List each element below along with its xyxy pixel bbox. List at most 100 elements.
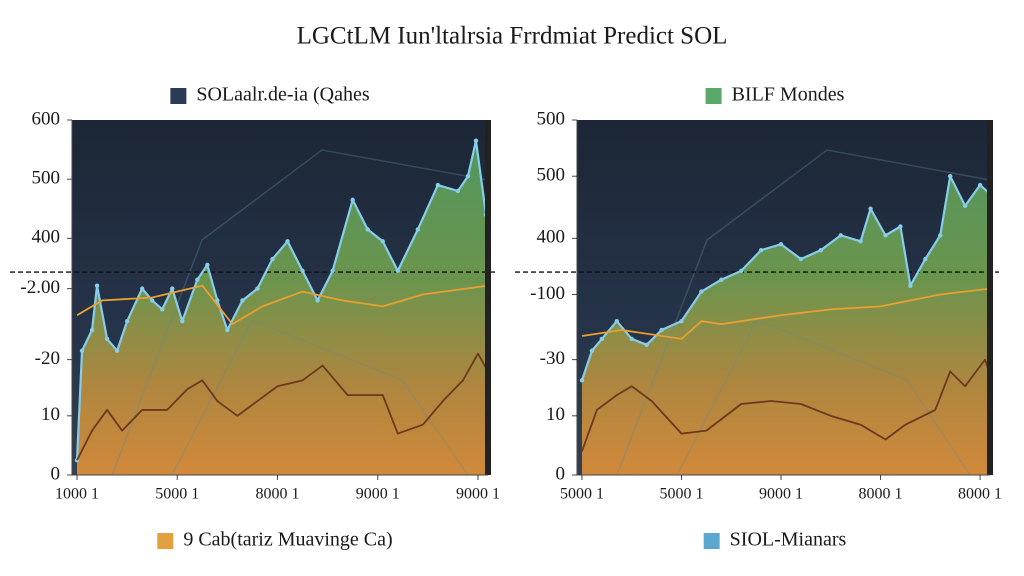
panel: 0 10 -20 -2.00 400 500 600 1000 1 5000 1 8000 1 90… bbox=[10, 84, 500, 551]
point bbox=[89, 327, 95, 333]
point bbox=[350, 197, 355, 203]
line bbox=[76, 284, 489, 326]
point bbox=[898, 224, 903, 229]
y-tick-label: 0 bbox=[556, 463, 566, 484]
x-tick-label: 9000 1 bbox=[456, 486, 500, 503]
point bbox=[240, 298, 245, 303]
legend-swatch bbox=[157, 533, 174, 549]
y-tick-label: -20 bbox=[35, 348, 60, 369]
point bbox=[139, 286, 145, 291]
point bbox=[215, 298, 220, 303]
legend-label: SOLaalr.de-ia (Qahes bbox=[196, 84, 369, 106]
legend-label: BILF Mondes bbox=[732, 84, 845, 106]
point bbox=[719, 277, 724, 282]
point bbox=[380, 239, 385, 244]
y-tick-label: -100 bbox=[530, 283, 565, 304]
point bbox=[149, 298, 155, 303]
area bbox=[77, 140, 486, 476]
x-tick-label: 9000 1 bbox=[759, 486, 803, 503]
y-tick-label: -2.00 bbox=[20, 277, 60, 298]
x-tick-label: 9000 1 bbox=[356, 486, 400, 503]
y-tick-label: 600 bbox=[32, 108, 61, 129]
point bbox=[205, 262, 210, 268]
point bbox=[838, 233, 843, 238]
decoration bbox=[171, 319, 469, 476]
point bbox=[94, 283, 100, 288]
x-tick-label: 8000 1 bbox=[859, 486, 903, 503]
chart-title: LGCtLM Iun'ltalrsia Frrdmiat Predict SOL bbox=[297, 23, 728, 50]
decoration bbox=[111, 149, 489, 476]
point bbox=[415, 227, 421, 232]
y-tick-label: 400 bbox=[537, 227, 566, 248]
point bbox=[778, 242, 784, 247]
point bbox=[473, 138, 479, 143]
point bbox=[923, 256, 928, 262]
point bbox=[79, 348, 85, 353]
point bbox=[395, 268, 400, 274]
legend-swatch bbox=[170, 88, 187, 104]
x-tick-label: 1000 1 bbox=[55, 486, 99, 503]
decoration bbox=[676, 319, 971, 476]
point bbox=[629, 336, 634, 342]
point bbox=[315, 298, 320, 303]
y-tick-label: 400 bbox=[32, 227, 61, 248]
point bbox=[465, 174, 471, 179]
y-tick-label: -30 bbox=[540, 348, 565, 369]
point bbox=[858, 239, 863, 244]
legend-label: SIOL-Mianars bbox=[730, 529, 847, 551]
y-tick-label: 0 bbox=[51, 463, 61, 484]
line bbox=[581, 287, 991, 340]
x-tick-label: 8000 1 bbox=[255, 486, 299, 503]
point bbox=[160, 307, 165, 312]
point bbox=[699, 289, 704, 294]
x-tick-label: 8000 1 bbox=[958, 486, 1002, 503]
point bbox=[104, 336, 110, 342]
point bbox=[180, 318, 185, 324]
point bbox=[908, 283, 913, 288]
point bbox=[599, 336, 605, 342]
point bbox=[579, 378, 585, 383]
x-tick-label: 5000 1 bbox=[560, 486, 604, 503]
point bbox=[739, 268, 744, 274]
y-tick-label: 500 bbox=[537, 108, 566, 129]
point bbox=[225, 327, 230, 333]
point bbox=[938, 233, 943, 238]
point bbox=[679, 318, 684, 324]
point bbox=[330, 268, 335, 274]
line bbox=[76, 352, 489, 461]
legend-swatch bbox=[705, 88, 722, 104]
point bbox=[285, 239, 290, 244]
decoration bbox=[616, 149, 991, 476]
y-tick-label: 500 bbox=[32, 168, 61, 189]
point bbox=[124, 318, 130, 324]
point bbox=[868, 206, 873, 211]
area bbox=[581, 176, 990, 476]
panel: 0 10 -30 -100 400 500 500 5000 1 5000 1 9000 1 800… bbox=[515, 84, 1002, 551]
legend-label: 9 Cab(tariz Muavinge Ca) bbox=[183, 529, 392, 551]
x-tick-label: 5000 1 bbox=[155, 486, 199, 503]
point bbox=[435, 182, 441, 188]
point bbox=[255, 286, 260, 291]
y-tick-label: 10 bbox=[546, 404, 565, 425]
y-tick-label: 500 bbox=[537, 165, 566, 186]
point bbox=[365, 227, 370, 232]
legend-swatch bbox=[703, 533, 720, 549]
point bbox=[170, 286, 175, 291]
point bbox=[947, 174, 953, 179]
point bbox=[758, 247, 764, 253]
point bbox=[883, 233, 888, 238]
point bbox=[659, 327, 664, 333]
line bbox=[581, 358, 991, 452]
point bbox=[977, 182, 983, 188]
point bbox=[195, 277, 200, 282]
point bbox=[644, 342, 649, 348]
point bbox=[614, 318, 620, 324]
point bbox=[114, 348, 120, 353]
x-tick-label: 5000 1 bbox=[659, 486, 703, 503]
point bbox=[798, 256, 804, 262]
point bbox=[818, 247, 824, 253]
point bbox=[589, 348, 595, 353]
point bbox=[270, 256, 275, 262]
